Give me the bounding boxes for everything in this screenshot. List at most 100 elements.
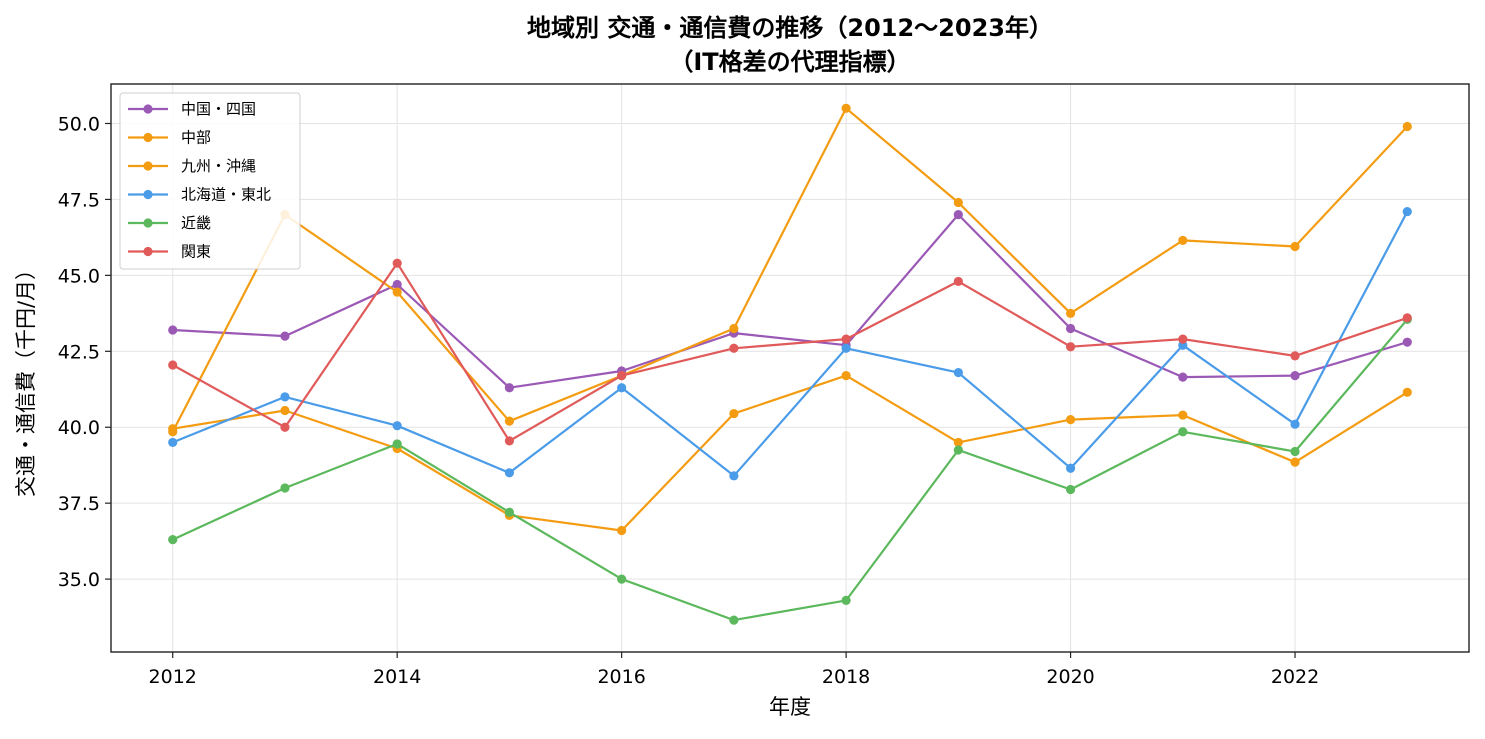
legend-label: 中国・四国	[181, 100, 256, 118]
data-point	[1178, 372, 1188, 382]
legend-swatch-marker	[143, 246, 153, 257]
x-tick-label: 2022	[1271, 666, 1319, 688]
series-group	[168, 206, 1412, 481]
legend-label: 北海道・東北	[181, 186, 271, 204]
data-point	[392, 439, 402, 449]
data-point	[953, 437, 963, 448]
data-point	[1290, 351, 1300, 361]
y-tick-label: 45.0	[58, 265, 100, 287]
data-point	[1065, 463, 1076, 473]
x-tick-label: 2014	[373, 666, 421, 688]
y-tick-label: 40.0	[58, 417, 100, 439]
data-point	[280, 405, 290, 416]
series-layer	[168, 103, 1412, 625]
data-point	[168, 535, 178, 545]
data-point	[1065, 342, 1076, 352]
data-point	[1402, 387, 1412, 397]
series-line	[172, 211, 1409, 477]
legend-swatch-marker	[143, 132, 153, 143]
series-group	[168, 258, 1412, 446]
series-group	[168, 210, 1412, 393]
data-point	[953, 276, 963, 287]
y-axis-label: 交通・通信費（千円/月）	[14, 259, 38, 497]
series-group	[168, 370, 1412, 536]
data-point	[729, 323, 739, 334]
x-axis-label: 年度	[769, 695, 811, 719]
data-point	[1065, 415, 1076, 425]
data-point	[392, 421, 402, 431]
data-point	[729, 343, 739, 353]
legend-swatch-marker	[143, 161, 153, 171]
data-point	[953, 445, 963, 455]
plot-frame	[110, 83, 1470, 653]
data-point	[280, 331, 290, 341]
data-point	[729, 408, 739, 419]
x-tick-label: 2020	[1046, 666, 1094, 688]
data-point	[617, 370, 627, 381]
data-point	[1065, 323, 1076, 334]
data-point	[280, 392, 290, 402]
data-point	[1290, 370, 1300, 381]
x-tick-label: 2016	[597, 666, 645, 688]
y-tick-label: 47.5	[58, 189, 100, 211]
legend-label: 関東	[181, 243, 211, 261]
data-point	[1178, 410, 1188, 420]
tick-layer: 2012 2014 2016 2018 2020 2022 35.0 37.5 40.0 42.5…	[58, 113, 1320, 688]
series-line	[171, 107, 1409, 433]
data-point	[841, 334, 851, 344]
data-point	[280, 422, 290, 432]
data-point	[168, 437, 178, 448]
data-point	[729, 615, 739, 625]
data-point	[504, 436, 515, 446]
series-line	[172, 374, 1408, 532]
data-point	[1178, 235, 1188, 246]
data-point	[392, 279, 402, 290]
series-line	[172, 262, 1408, 442]
data-point	[504, 468, 515, 478]
data-point	[1065, 308, 1076, 318]
data-point	[841, 595, 851, 605]
y-tick-label: 50.0	[58, 113, 100, 135]
legend-label: 中部	[181, 129, 211, 147]
data-point	[168, 424, 178, 434]
series-line	[172, 213, 1408, 389]
data-point	[1290, 446, 1300, 457]
data-point	[841, 370, 851, 381]
data-point	[1402, 313, 1412, 323]
data-point	[504, 416, 515, 426]
data-point	[953, 197, 963, 208]
grid-layer	[111, 84, 1469, 652]
data-point	[1065, 484, 1076, 495]
chart-title: 地域別 交通・通信費の推移（2012〜2023年）	[527, 14, 1053, 42]
data-point	[617, 383, 627, 393]
data-point	[617, 525, 627, 536]
data-point	[1290, 419, 1300, 429]
data-point	[729, 471, 739, 481]
data-point	[392, 258, 402, 268]
y-tick-label: 37.5	[58, 493, 100, 515]
y-tick-label: 42.5	[58, 341, 100, 363]
data-point	[953, 367, 963, 378]
data-point	[1402, 121, 1412, 132]
legend-label: 九州・沖縄	[181, 157, 256, 175]
data-point	[504, 383, 515, 393]
data-point	[617, 574, 627, 584]
series-group	[168, 103, 1412, 437]
data-point	[841, 343, 851, 353]
data-point	[504, 507, 515, 517]
legend-swatch-marker	[143, 104, 153, 114]
data-point	[841, 103, 851, 113]
data-point	[168, 360, 178, 370]
legend-swatch-marker	[143, 189, 153, 200]
data-point	[280, 483, 290, 493]
series-group	[168, 314, 1412, 625]
legend-label: 近畿	[181, 214, 211, 232]
data-point	[1402, 206, 1412, 217]
y-tick-label: 35.0	[58, 569, 100, 591]
data-point	[392, 287, 402, 297]
data-point	[1290, 241, 1300, 252]
